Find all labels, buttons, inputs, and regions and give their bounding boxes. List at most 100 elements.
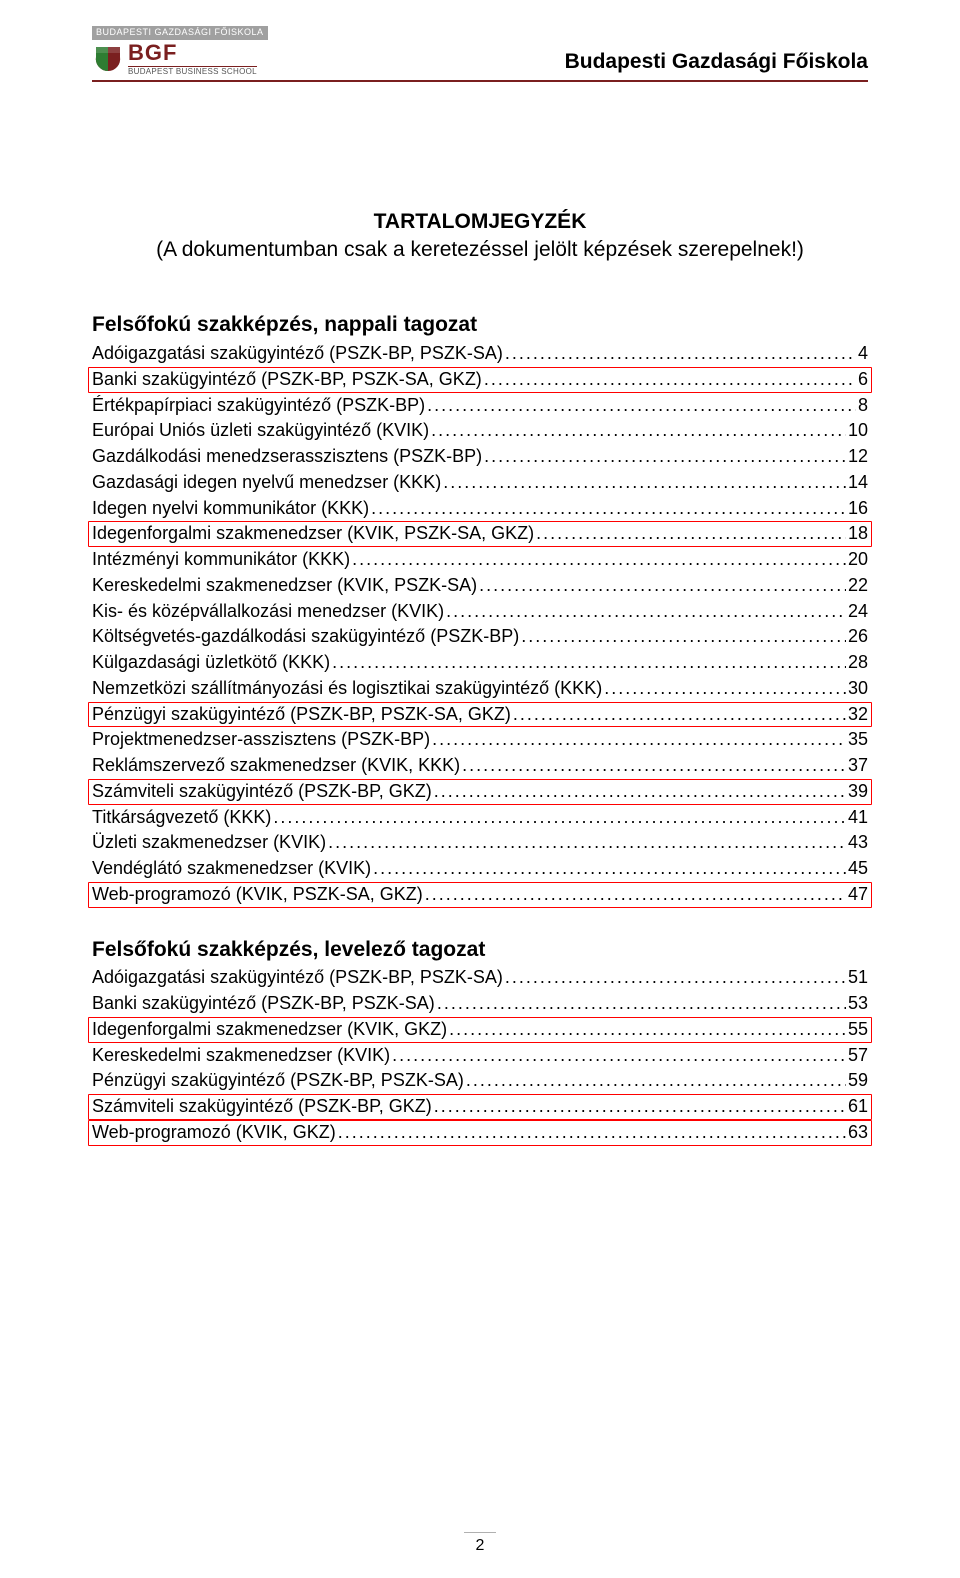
toc-subtitle: (A dokumentumban csak a keretezéssel jel… bbox=[92, 236, 868, 264]
toc-entry-label: Pénzügyi szakügyintéző (PSZK-BP, PSZK-SA… bbox=[92, 1069, 464, 1093]
toc-entry[interactable]: Banki szakügyintéző (PSZK-BP, PSZK-SA, G… bbox=[88, 367, 872, 393]
toc-entry-label: Projektmenedzser-asszisztens (PSZK-BP) bbox=[92, 728, 430, 752]
toc-entry-page: 53 bbox=[848, 992, 868, 1016]
toc-entry-label: Európai Uniós üzleti szakügyintéző (KVIK… bbox=[92, 419, 429, 443]
toc-entry-label: Gazdálkodási menedzserasszisztens (PSZK-… bbox=[92, 445, 482, 469]
toc-entry[interactable]: Nemzetközi szállítmányozási és logisztik… bbox=[88, 676, 872, 702]
toc-leader-dots bbox=[513, 703, 846, 727]
toc-entry[interactable]: Számviteli szakügyintéző (PSZK-BP, GKZ)6… bbox=[88, 1094, 872, 1120]
toc-entry-label: Web-programozó (KVIK, PSZK-SA, GKZ) bbox=[92, 883, 423, 907]
toc-leader-dots bbox=[437, 992, 846, 1016]
toc-entry-page: 26 bbox=[848, 625, 868, 649]
logo-top-text: BUDAPESTI GAZDASÁGI FŐISKOLA bbox=[92, 26, 268, 40]
toc-entry-page: 57 bbox=[848, 1044, 868, 1068]
toc-entry-label: Kis- és középvállalkozási menedzser (KVI… bbox=[92, 600, 444, 624]
toc-entry-label: Költségvetés-gazdálkodási szakügyintéző … bbox=[92, 625, 519, 649]
toc-leader-dots bbox=[446, 600, 846, 624]
toc-leader-dots bbox=[371, 497, 846, 521]
toc-leader-dots bbox=[449, 1018, 846, 1042]
toc-entry-page: 30 bbox=[848, 677, 868, 701]
toc-entry-page: 43 bbox=[848, 831, 868, 855]
toc-entry[interactable]: Projektmenedzser-asszisztens (PSZK-BP)35 bbox=[88, 727, 872, 753]
toc-entry[interactable]: Banki szakügyintéző (PSZK-BP, PSZK-SA)53 bbox=[88, 991, 872, 1017]
toc-leader-dots bbox=[484, 368, 856, 392]
page-number: 2 bbox=[464, 1532, 497, 1558]
toc-entry-label: Pénzügyi szakügyintéző (PSZK-BP, PSZK-SA… bbox=[92, 703, 511, 727]
toc-entry[interactable]: Titkárságvezető (KKK) 41 bbox=[88, 805, 872, 831]
toc-entry[interactable]: Pénzügyi szakügyintéző (PSZK-BP, PSZK-SA… bbox=[88, 702, 872, 728]
toc-leader-dots bbox=[521, 625, 846, 649]
toc-leader-dots bbox=[434, 1095, 846, 1119]
toc-entry[interactable]: Idegenforgalmi szakmenedzser (KVIK, GKZ)… bbox=[88, 1017, 872, 1043]
toc-entry-page: 51 bbox=[848, 966, 868, 990]
toc-entry-page: 18 bbox=[848, 522, 868, 546]
toc-entry-label: Web-programozó (KVIK, GKZ) bbox=[92, 1121, 336, 1145]
toc-leader-dots bbox=[328, 831, 846, 855]
toc-entry[interactable]: Számviteli szakügyintéző (PSZK-BP, GKZ) 3… bbox=[88, 779, 872, 805]
toc-entry[interactable]: Pénzügyi szakügyintéző (PSZK-BP, PSZK-SA… bbox=[88, 1068, 872, 1094]
page-number-row: 2 bbox=[0, 1532, 960, 1558]
toc-entry-label: Idegenforgalmi szakmenedzser (KVIK, GKZ) bbox=[92, 1018, 447, 1042]
toc-entry-label: Intézményi kommunikátor (KKK) bbox=[92, 548, 350, 572]
toc-sections: Felsőfokú szakképzés, nappali tagozat Adó… bbox=[92, 311, 868, 1145]
toc-entry[interactable]: Web-programozó (KVIK, PSZK-SA, GKZ)47 bbox=[88, 882, 872, 908]
toc-entry-label: Titkárságvezető (KKK) bbox=[92, 806, 271, 830]
toc-entry[interactable]: Értékpapírpiaci szakügyintéző (PSZK-BP) 8 bbox=[88, 393, 872, 419]
toc-entry-label: Reklámszervező szakmenedzser (KVIK, KKK) bbox=[92, 754, 460, 778]
toc-entry-page: 39 bbox=[848, 780, 868, 804]
toc-entry[interactable]: Külgazdasági üzletkötő (KKK) 28 bbox=[88, 650, 872, 676]
toc-entry-page: 16 bbox=[848, 497, 868, 521]
toc-entry[interactable]: Üzleti szakmenedzser (KVIK)43 bbox=[88, 830, 872, 856]
toc-entry[interactable]: Vendéglátó szakmenedzser (KVIK)45 bbox=[88, 856, 872, 882]
toc-entry-label: Értékpapírpiaci szakügyintéző (PSZK-BP) bbox=[92, 394, 425, 418]
toc-leader-dots bbox=[273, 806, 846, 830]
toc-entry-page: 28 bbox=[848, 651, 868, 675]
toc-entry[interactable]: Kereskedelmi szakmenedzser (KVIK, PSZK-S… bbox=[88, 573, 872, 599]
section-heading: Felsőfokú szakképzés, nappali tagozat bbox=[92, 311, 868, 339]
toc-leader-dots bbox=[338, 1121, 846, 1145]
coat-of-arms-icon bbox=[92, 43, 124, 75]
toc-entry[interactable]: Kis- és középvállalkozási menedzser (KVI… bbox=[88, 599, 872, 625]
toc-entry[interactable]: Gazdasági idegen nyelvű menedzser (KKK)1… bbox=[88, 470, 872, 496]
logo-subtitle: BUDAPEST BUSINESS SCHOOL bbox=[128, 66, 257, 76]
toc-leader-dots bbox=[536, 522, 846, 546]
toc-title: TARTALOMJEGYZÉK bbox=[92, 208, 868, 236]
page-header: BUDAPESTI GAZDASÁGI FŐISKOLA BGF BUDAPES… bbox=[92, 26, 868, 82]
toc-entry-page: 10 bbox=[848, 419, 868, 443]
toc-leader-dots bbox=[392, 1044, 846, 1068]
logo-text: BGF BUDAPEST BUSINESS SCHOOL bbox=[128, 42, 257, 76]
toc-entry-label: Számviteli szakügyintéző (PSZK-BP, GKZ) bbox=[92, 780, 432, 804]
toc-entry-page: 12 bbox=[848, 445, 868, 469]
toc-entry[interactable]: Idegen nyelvi kommunikátor (KKK)16 bbox=[88, 496, 872, 522]
toc-entry-label: Idegenforgalmi szakmenedzser (KVIK, PSZK… bbox=[92, 522, 534, 546]
toc-leader-dots bbox=[425, 883, 846, 907]
toc-leader-dots bbox=[434, 780, 846, 804]
toc-leader-dots bbox=[427, 394, 856, 418]
toc-entry[interactable]: Idegenforgalmi szakmenedzser (KVIK, PSZK… bbox=[88, 521, 872, 547]
section-spacer bbox=[92, 908, 868, 926]
toc-entry[interactable]: Adóigazgatási szakügyintéző (PSZK-BP, PS… bbox=[88, 965, 872, 991]
toc-entry-label: Adóigazgatási szakügyintéző (PSZK-BP, PS… bbox=[92, 966, 503, 990]
toc-leader-dots bbox=[484, 445, 846, 469]
toc-leader-dots bbox=[432, 728, 846, 752]
toc-entry-page: 8 bbox=[858, 394, 868, 418]
toc-entry[interactable]: Reklámszervező szakmenedzser (KVIK, KKK)… bbox=[88, 753, 872, 779]
toc-entry[interactable]: Adóigazgatási szakügyintéző (PSZK-BP, PS… bbox=[88, 341, 872, 367]
toc-entry-label: Kereskedelmi szakmenedzser (KVIK, PSZK-S… bbox=[92, 574, 477, 598]
toc-entry-label: Banki szakügyintéző (PSZK-BP, PSZK-SA, G… bbox=[92, 368, 482, 392]
toc-leader-dots bbox=[466, 1069, 846, 1093]
toc-entry-page: 41 bbox=[848, 806, 868, 830]
toc-entry[interactable]: Web-programozó (KVIK, GKZ)63 bbox=[88, 1120, 872, 1146]
toc-leader-dots bbox=[479, 574, 846, 598]
toc-leader-dots bbox=[505, 966, 846, 990]
toc-entry[interactable]: Költségvetés-gazdálkodási szakügyintéző … bbox=[88, 624, 872, 650]
toc-entry[interactable]: Kereskedelmi szakmenedzser (KVIK)57 bbox=[88, 1043, 872, 1069]
toc-entry[interactable]: Intézményi kommunikátor (KKK) 20 bbox=[88, 547, 872, 573]
toc-leader-dots bbox=[431, 419, 846, 443]
toc-entry-label: Külgazdasági üzletkötő (KKK) bbox=[92, 651, 330, 675]
toc-entry[interactable]: Európai Uniós üzleti szakügyintéző (KVIK… bbox=[88, 418, 872, 444]
toc-entry[interactable]: Gazdálkodási menedzserasszisztens (PSZK-… bbox=[88, 444, 872, 470]
toc-entry-page: 20 bbox=[848, 548, 868, 572]
toc-entry-page: 24 bbox=[848, 600, 868, 624]
toc-entry-page: 45 bbox=[848, 857, 868, 881]
